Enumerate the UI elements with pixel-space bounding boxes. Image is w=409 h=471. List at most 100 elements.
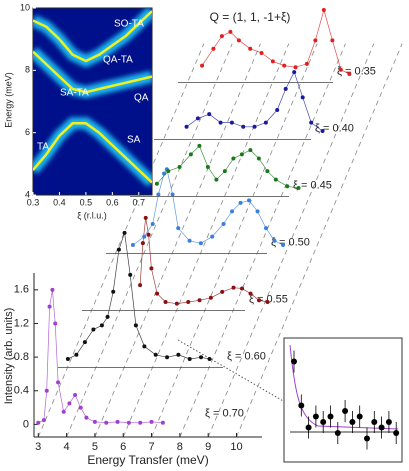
series-label: ξ = 0.60 — [227, 350, 266, 362]
data-point — [334, 430, 341, 436]
data-point — [218, 120, 223, 125]
data-point — [347, 71, 352, 76]
y-tick-label: 0 — [23, 418, 29, 430]
x-tick-label: 9 — [205, 441, 211, 453]
data-point — [321, 8, 326, 13]
data-point — [116, 247, 121, 252]
data-point — [82, 340, 87, 345]
data-point — [338, 67, 343, 72]
data-point — [122, 230, 127, 235]
data-point — [198, 241, 203, 246]
data-point — [220, 289, 225, 294]
data-point — [105, 314, 110, 319]
data-point — [156, 192, 161, 197]
branch — [33, 50, 152, 94]
data-point — [265, 169, 270, 174]
data-point — [281, 242, 286, 247]
data-point — [219, 34, 224, 39]
data-point — [275, 107, 280, 112]
data-point — [153, 352, 158, 357]
data-point — [298, 402, 305, 409]
data-point — [238, 200, 243, 205]
data-point — [186, 299, 191, 304]
fit-line — [132, 168, 284, 246]
data-point — [256, 156, 261, 161]
series-label: ξ = 0.55 — [249, 293, 288, 305]
data-point — [84, 415, 89, 420]
data-point — [248, 291, 253, 296]
data-point — [36, 420, 41, 425]
perspective-line — [37, 43, 205, 438]
data-point — [56, 380, 61, 385]
data-point — [44, 388, 49, 393]
data-point — [188, 152, 193, 157]
data-point — [356, 413, 363, 420]
data-point — [128, 272, 133, 277]
fit-line — [139, 217, 268, 305]
data-point — [53, 321, 58, 326]
data-point — [272, 238, 277, 243]
data-point — [143, 215, 148, 220]
x-tick-label: 7 — [148, 441, 154, 453]
data-point — [74, 352, 79, 357]
branch-label: QA-TA — [103, 55, 133, 66]
y-axis-label: Energy (meV) — [3, 72, 13, 128]
data-point — [160, 420, 165, 425]
data-point — [111, 289, 116, 294]
data-point — [231, 156, 236, 161]
data-point — [248, 148, 253, 153]
branch — [33, 122, 152, 184]
x-axis-label: ξ (r.l.u.) — [77, 210, 107, 220]
data-point — [293, 65, 298, 70]
data-point — [247, 198, 252, 203]
data-point — [140, 241, 145, 246]
y-tick-label: 10 — [20, 2, 30, 12]
series-label: ξ = 0.40 — [315, 122, 354, 134]
data-point — [283, 86, 288, 91]
zoom-box — [283, 337, 403, 463]
data-point — [138, 420, 143, 425]
data-point — [142, 234, 147, 239]
data-point — [211, 46, 216, 51]
x-tick-label: 0.6 — [106, 197, 119, 207]
data-point — [282, 63, 287, 68]
data-point — [291, 358, 297, 365]
data-point — [292, 70, 297, 75]
data-point — [142, 344, 147, 349]
fit-line — [201, 8, 350, 75]
data-point — [207, 112, 212, 117]
data-point — [312, 413, 319, 420]
data-point — [263, 120, 268, 125]
branch-label: TA — [37, 142, 49, 153]
data-point — [385, 419, 392, 425]
data-point — [241, 124, 246, 129]
x-tick-label: 3 — [35, 441, 41, 453]
branch-label: SA — [127, 135, 141, 146]
data-point — [41, 418, 46, 423]
data-point — [240, 286, 245, 291]
perspective-line — [236, 43, 403, 438]
data-point — [92, 419, 97, 424]
data-point — [259, 50, 264, 55]
series-label: ξ = 0.50 — [271, 236, 310, 248]
data-point — [166, 169, 171, 174]
y-tick-label: 8 — [25, 65, 30, 75]
data-point — [208, 295, 213, 300]
x-tick-label: 0.3 — [27, 197, 40, 207]
data-point — [176, 226, 181, 231]
y-tick-label: 1.2 — [14, 317, 29, 329]
data-point — [115, 419, 120, 424]
branch-label: QA — [134, 93, 149, 104]
data-point — [207, 356, 212, 361]
x-tick-label: 10 — [230, 441, 242, 453]
x-tick-label: 6 — [120, 441, 126, 453]
data-point — [149, 419, 154, 424]
data-point — [184, 124, 189, 129]
data-point — [264, 226, 269, 231]
data-point — [133, 323, 138, 328]
data-point — [221, 221, 226, 226]
x-tick-label: 8 — [177, 441, 183, 453]
data-point — [320, 419, 327, 425]
data-point — [270, 59, 275, 64]
